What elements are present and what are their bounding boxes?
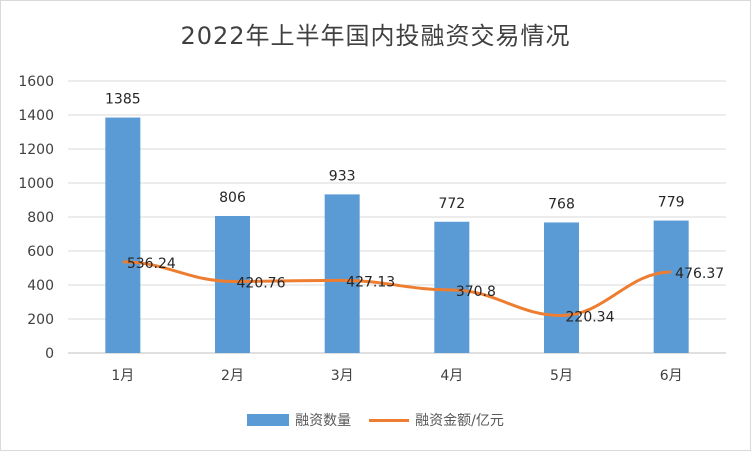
bar [434,221,470,353]
y-tick-label: 200 [27,312,54,328]
line-value-label: 370.8 [456,284,496,300]
line-series [122,260,672,318]
bar [324,194,360,353]
line-value-label: 427.13 [346,274,395,290]
legend-item-bars[interactable]: 融资数量 [247,410,351,430]
legend-swatch-line [369,418,410,422]
bar [105,117,141,353]
x-tick-label: 6月 [660,368,683,384]
y-tick-label: 400 [27,278,54,294]
y-tick-label: 1600 [18,74,54,90]
line-value-label: 220.34 [566,310,615,326]
bar [544,222,579,353]
bar-value-label: 806 [219,190,246,206]
chart-title: 2022年上半年国内投融资交易情况 [180,22,571,50]
bar [215,215,250,353]
bar-value-label: 768 [548,196,575,212]
x-tick-label: 1月 [111,368,134,384]
line-value-label: 476.37 [675,266,724,282]
chart-legend: 融资数量 融资金额/亿元 [0,410,751,430]
y-tick-label: 800 [27,210,54,226]
y-tick-label: 1400 [18,108,54,124]
x-tick-label: 2月 [221,368,244,384]
bar-value-label: 933 [329,168,356,184]
x-tick-label: 5月 [550,368,573,384]
legend-label-bars: 融资数量 [295,413,352,429]
y-tick-label: 1000 [18,176,54,192]
bar-value-label: 1385 [105,92,141,108]
line-value-label: 536.24 [127,256,176,272]
legend-label-line: 融资金额/亿元 [415,413,504,429]
line-value-label: 420.76 [237,275,286,291]
legend-item-line[interactable]: 融资金额/亿元 [369,410,504,430]
legend-swatch-bars [247,414,290,426]
y-tick-label: 600 [27,244,54,260]
bar-value-label: 779 [658,195,685,211]
y-tick-label: 0 [45,346,54,362]
bar-value-label: 772 [438,196,465,212]
bar [653,220,689,353]
y-tick-label: 1200 [18,142,54,158]
x-tick-label: 4月 [440,368,463,384]
x-tick-label: 3月 [331,368,354,384]
